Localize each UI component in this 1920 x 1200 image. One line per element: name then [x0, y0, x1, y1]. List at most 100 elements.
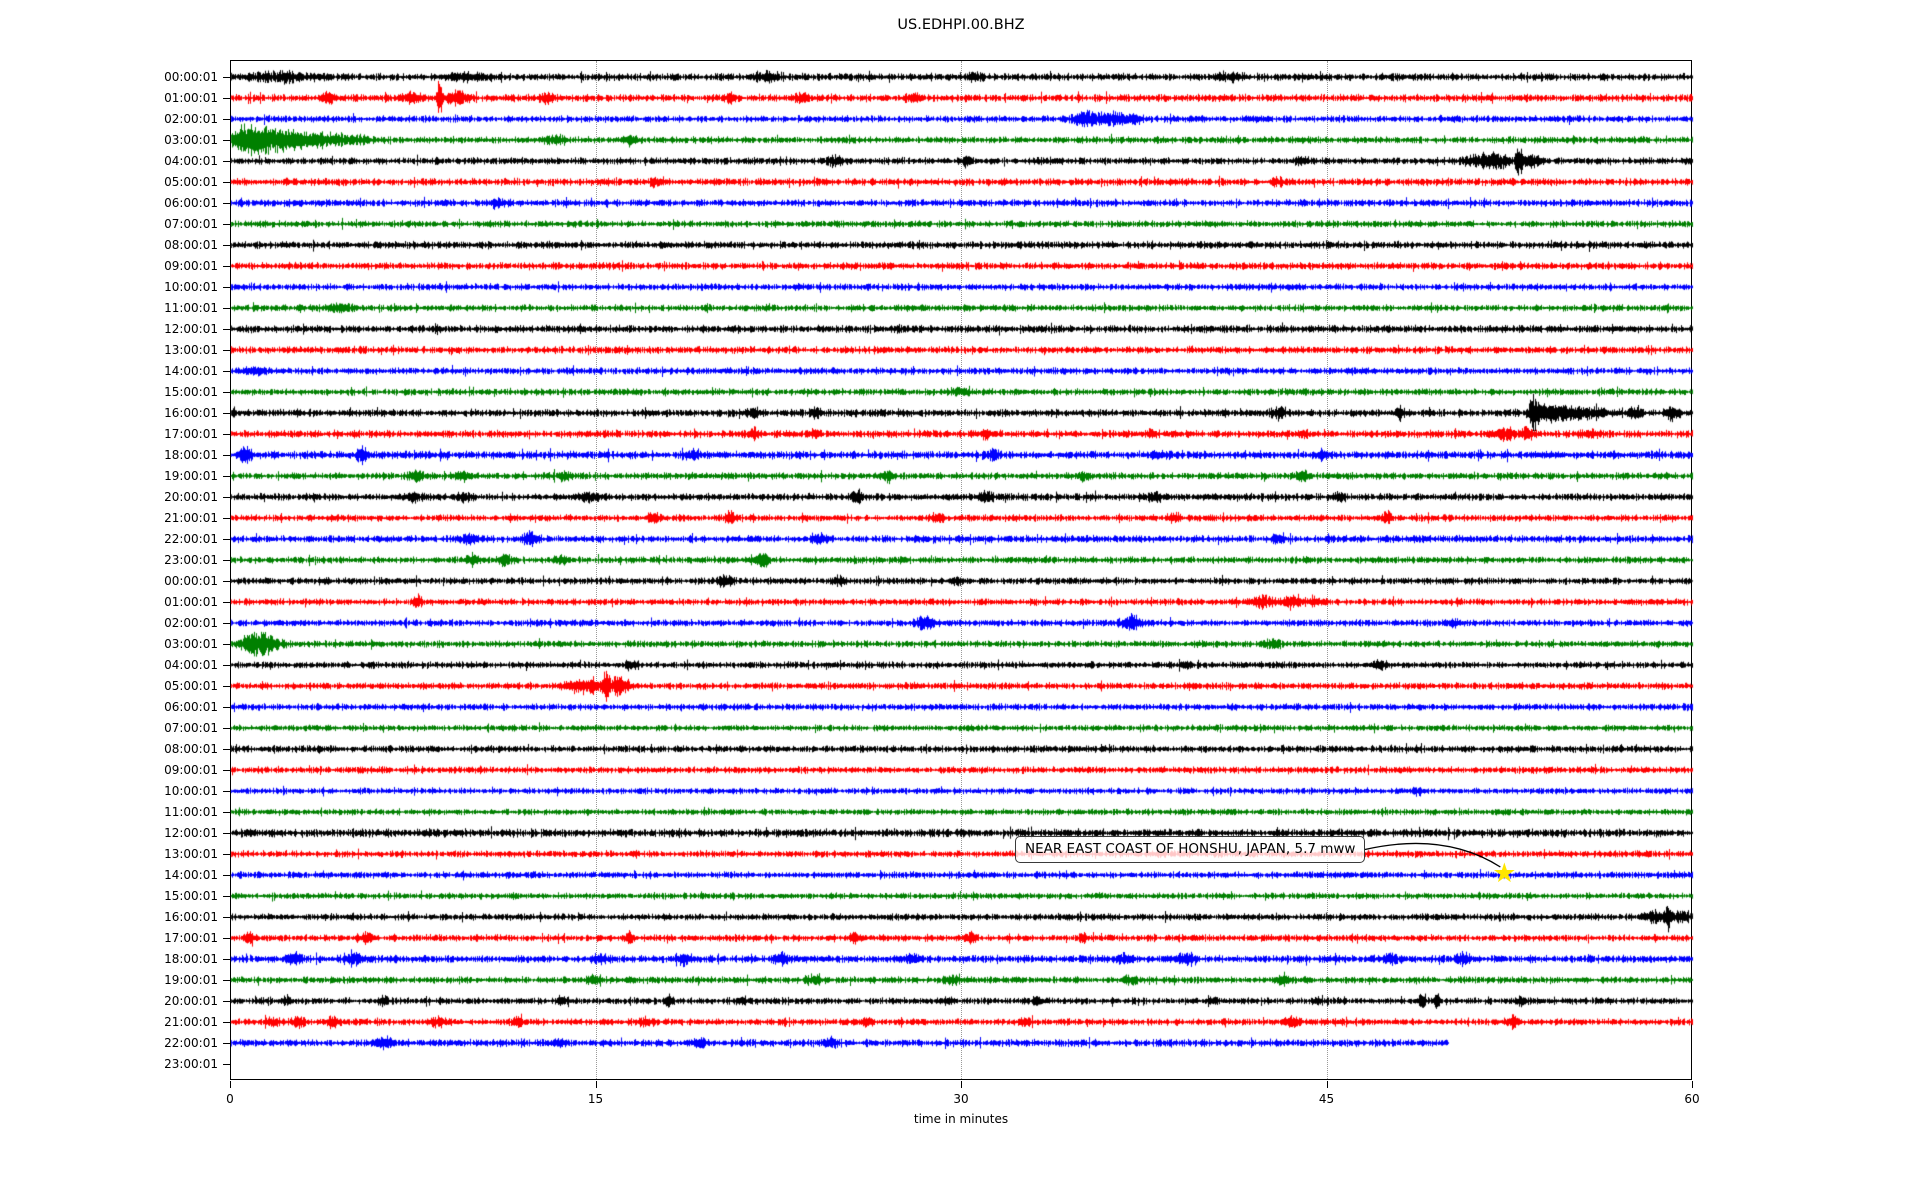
y-axis-tick [223, 350, 230, 351]
x-axis-tick-label: 0 [226, 1092, 234, 1106]
y-axis-tick [223, 119, 230, 120]
y-axis-label: 11:00:01 [164, 805, 218, 819]
y-axis-tick [223, 98, 230, 99]
y-axis-tick [223, 749, 230, 750]
y-axis-tick [223, 980, 230, 981]
x-axis-tick-label: 30 [953, 1092, 969, 1106]
y-axis-label: 04:00:01 [164, 658, 218, 672]
y-axis-label: 14:00:01 [164, 364, 218, 378]
y-axis-label: 07:00:01 [164, 721, 218, 735]
y-axis-tick [223, 266, 230, 267]
y-axis-label: 15:00:01 [164, 385, 218, 399]
y-axis-tick [223, 644, 230, 645]
x-axis-tick [230, 1081, 231, 1088]
y-axis-tick [223, 770, 230, 771]
y-axis-tick [223, 854, 230, 855]
y-axis-label: 10:00:01 [164, 280, 218, 294]
event-annotation-label: NEAR EAST COAST OF HONSHU, JAPAN, 5.7 mw… [1015, 836, 1366, 863]
y-axis-label: 18:00:01 [164, 952, 218, 966]
y-axis-tick [223, 224, 230, 225]
y-axis-label: 07:00:01 [164, 217, 218, 231]
y-axis-label: 01:00:01 [164, 595, 218, 609]
y-axis-label: 12:00:01 [164, 322, 218, 336]
y-axis-tick [223, 1001, 230, 1002]
y-axis-label: 08:00:01 [164, 238, 218, 252]
y-axis-label: 06:00:01 [164, 196, 218, 210]
y-axis-label: 21:00:01 [164, 511, 218, 525]
y-axis-tick [223, 203, 230, 204]
y-axis-label: 11:00:01 [164, 301, 218, 315]
y-axis-tick [223, 455, 230, 456]
y-axis-label: 08:00:01 [164, 742, 218, 756]
y-axis-tick [223, 560, 230, 561]
y-axis-label: 03:00:01 [164, 637, 218, 651]
y-axis-label: 01:00:01 [164, 91, 218, 105]
y-axis-tick [223, 917, 230, 918]
y-axis-label: 03:00:01 [164, 133, 218, 147]
y-axis-tick [223, 434, 230, 435]
x-axis-tick-label: 45 [1318, 1092, 1335, 1106]
y-axis-tick [223, 497, 230, 498]
y-axis-label: 05:00:01 [164, 175, 218, 189]
x-axis-tick [961, 1081, 962, 1088]
y-axis-label: 20:00:01 [164, 490, 218, 504]
y-axis-tick [223, 329, 230, 330]
y-axis-tick [223, 476, 230, 477]
y-axis-label: 21:00:01 [164, 1015, 218, 1029]
y-axis-label: 02:00:01 [164, 616, 218, 630]
x-axis-tick-label: 60 [1684, 1092, 1700, 1106]
y-axis-tick [223, 791, 230, 792]
y-axis-tick [223, 245, 230, 246]
y-axis-label: 00:00:01 [164, 574, 218, 588]
y-axis-tick [223, 686, 230, 687]
y-axis-label: 17:00:01 [164, 931, 218, 945]
y-axis-label: 12:00:01 [164, 826, 218, 840]
y-axis-label: 13:00:01 [164, 343, 218, 357]
y-axis-tick [223, 959, 230, 960]
y-axis-label: 13:00:01 [164, 847, 218, 861]
y-axis-tick [223, 371, 230, 372]
y-axis-label: 22:00:01 [164, 1036, 218, 1050]
y-axis-tick [223, 602, 230, 603]
x-axis-tick [1692, 1081, 1693, 1088]
y-axis-label: 15:00:01 [164, 889, 218, 903]
y-axis-tick [223, 308, 230, 309]
y-axis-label: 16:00:01 [164, 406, 218, 420]
y-axis-tick [223, 938, 230, 939]
y-axis-tick [223, 1022, 230, 1023]
y-axis-label: 19:00:01 [164, 469, 218, 483]
y-axis-label: 06:00:01 [164, 700, 218, 714]
y-axis-tick [223, 833, 230, 834]
y-axis-tick [223, 707, 230, 708]
y-axis-label: 20:00:01 [164, 994, 218, 1008]
y-axis-label: 09:00:01 [164, 763, 218, 777]
x-axis-tick [1326, 1081, 1328, 1088]
y-axis-label: 00:00:01 [164, 70, 218, 84]
y-axis-tick [223, 1064, 230, 1065]
y-axis-label: 16:00:01 [164, 910, 218, 924]
y-axis-tick [223, 665, 230, 666]
y-axis-tick [223, 518, 230, 519]
y-axis-tick [223, 392, 230, 393]
y-axis-tick [223, 875, 230, 876]
y-axis-label: 10:00:01 [164, 784, 218, 798]
x-axis-tick-label: 15 [587, 1092, 604, 1106]
y-axis-tick [223, 581, 230, 582]
y-axis-label: 14:00:01 [164, 868, 218, 882]
y-axis-tick [223, 623, 230, 624]
y-axis-label: 19:00:01 [164, 973, 218, 987]
y-axis-label: 23:00:01 [164, 553, 218, 567]
y-axis-tick [223, 182, 230, 183]
y-axis-tick [223, 287, 230, 288]
y-axis-tick [223, 161, 230, 162]
y-axis-label: 04:00:01 [164, 154, 218, 168]
y-axis-label: 23:00:01 [164, 1057, 218, 1071]
x-axis-title: time in minutes [913, 1112, 1009, 1126]
y-axis-label: 22:00:01 [164, 532, 218, 546]
x-axis-tick [595, 1081, 597, 1088]
y-axis-tick [223, 896, 230, 897]
y-axis-label: 18:00:01 [164, 448, 218, 462]
y-axis-tick [223, 413, 230, 414]
